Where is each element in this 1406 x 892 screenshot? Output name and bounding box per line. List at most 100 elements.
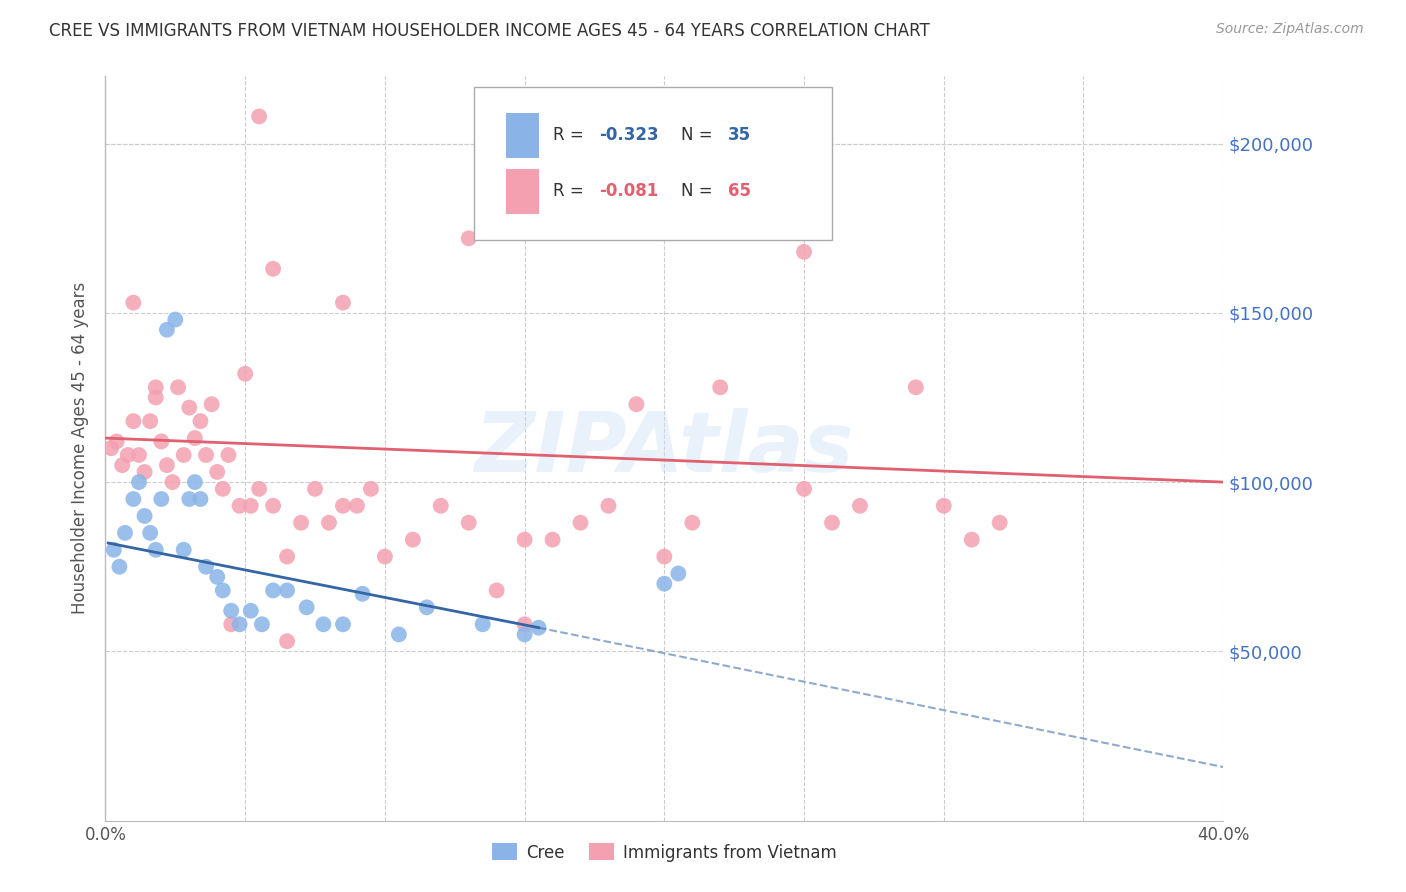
Point [207, 570, 229, 584]
Point [167, 380, 190, 394]
Text: -0.081: -0.081 [599, 182, 659, 201]
Point [156, 323, 179, 337]
Point [195, 448, 218, 462]
Point [228, 617, 250, 632]
Point [105, 434, 128, 449]
Point [128, 448, 150, 462]
Point [233, 367, 256, 381]
Point [150, 434, 173, 449]
Point [709, 380, 731, 394]
Bar [506, 169, 538, 213]
Point [128, 475, 150, 489]
Point [150, 491, 173, 506]
Point [569, 516, 592, 530]
Point [598, 499, 620, 513]
Point [195, 559, 218, 574]
Point [640, 194, 662, 208]
Text: R =: R = [553, 182, 589, 201]
Point [654, 576, 676, 591]
Point [626, 397, 648, 411]
Text: 35: 35 [728, 127, 751, 145]
Point [416, 600, 439, 615]
Point [250, 617, 273, 632]
Point [262, 583, 284, 598]
Point [513, 533, 536, 547]
Point [332, 617, 354, 632]
Point [849, 499, 872, 513]
Point [821, 516, 844, 530]
Point [184, 475, 207, 489]
Point [145, 542, 167, 557]
Point [179, 491, 201, 506]
Point [388, 627, 411, 641]
Point [988, 516, 1011, 530]
Point [346, 499, 368, 513]
Point [207, 465, 229, 479]
Text: 65: 65 [728, 182, 751, 201]
Point [117, 448, 139, 462]
Point [122, 414, 145, 428]
Point [430, 499, 453, 513]
Point [201, 397, 224, 411]
Point [332, 499, 354, 513]
Point [162, 475, 184, 489]
Point [139, 414, 162, 428]
Point [457, 231, 479, 245]
Point [134, 508, 156, 523]
Point [247, 482, 270, 496]
Point [145, 391, 167, 405]
Point [217, 448, 239, 462]
Point [541, 533, 564, 547]
Point [318, 516, 340, 530]
Point [173, 542, 195, 557]
Point [134, 465, 156, 479]
Text: Source: ZipAtlas.com: Source: ZipAtlas.com [1216, 22, 1364, 37]
Point [228, 499, 250, 513]
Point [239, 604, 262, 618]
Point [211, 583, 233, 598]
Point [184, 431, 207, 445]
Y-axis label: Householder Income Ages 45 - 64 years: Householder Income Ages 45 - 64 years [72, 282, 90, 615]
Point [290, 516, 312, 530]
FancyBboxPatch shape [474, 87, 832, 240]
Point [681, 516, 703, 530]
Text: N =: N = [681, 127, 718, 145]
Point [111, 458, 134, 472]
Legend: Cree, Immigrants from Vietnam: Cree, Immigrants from Vietnam [485, 837, 844, 868]
Point [402, 533, 425, 547]
Text: ZIPAtlas: ZIPAtlas [475, 408, 853, 489]
Point [173, 448, 195, 462]
Point [190, 491, 212, 506]
Point [219, 604, 242, 618]
Bar [506, 113, 538, 158]
Point [793, 244, 815, 259]
Point [352, 587, 374, 601]
Point [295, 600, 318, 615]
Point [513, 627, 536, 641]
Point [960, 533, 983, 547]
Point [122, 295, 145, 310]
Text: R =: R = [553, 127, 589, 145]
Point [360, 482, 382, 496]
Point [932, 499, 955, 513]
Point [276, 583, 298, 598]
Text: -0.323: -0.323 [599, 127, 659, 145]
Point [114, 525, 136, 540]
Point [122, 491, 145, 506]
Point [332, 295, 354, 310]
Point [654, 549, 676, 564]
Point [219, 617, 242, 632]
Point [165, 312, 187, 326]
Point [262, 261, 284, 276]
Point [904, 380, 927, 394]
Point [276, 634, 298, 648]
Point [103, 542, 125, 557]
Point [485, 583, 508, 598]
Point [276, 549, 298, 564]
Point [190, 414, 212, 428]
Point [471, 617, 494, 632]
Point [247, 110, 270, 124]
Point [793, 482, 815, 496]
Point [145, 380, 167, 394]
Point [527, 621, 550, 635]
